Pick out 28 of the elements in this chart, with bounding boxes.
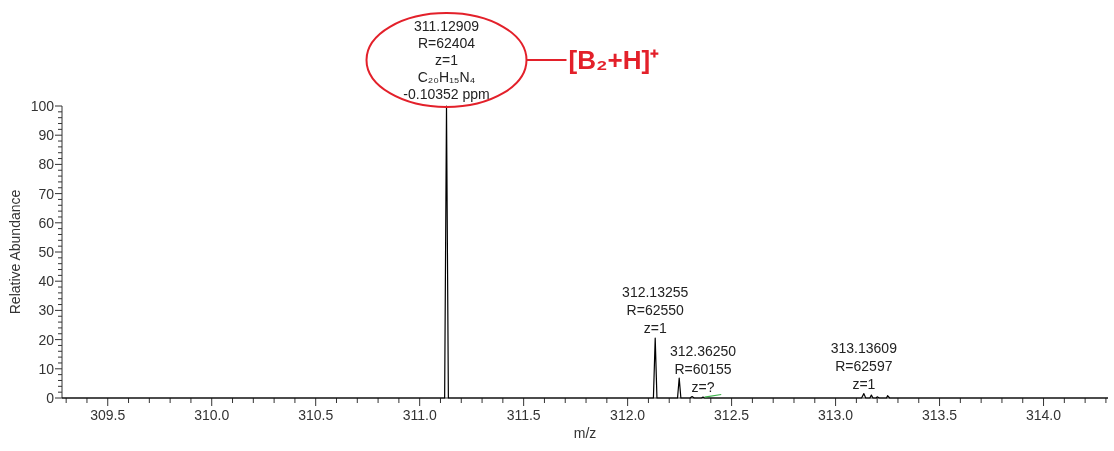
y-tick-label: 100 bbox=[30, 98, 55, 114]
annotation: 313.13609 R=62597 z=1 bbox=[830, 339, 898, 392]
x-tick-label: 310.0 bbox=[194, 407, 230, 423]
y-tick-label: 40 bbox=[38, 273, 55, 290]
x-axis-title: m/z bbox=[573, 425, 597, 441]
x-tick-label: 312.5 bbox=[714, 407, 750, 423]
x-tick-label: 310.5 bbox=[298, 407, 334, 423]
x-tick-label: 309.5 bbox=[90, 407, 126, 423]
y-tick-label: 70 bbox=[38, 185, 55, 202]
text: [B₂+H]⁺ bbox=[568, 45, 660, 75]
y-tick-label: 50 bbox=[38, 244, 55, 260]
y-tick-label: 0 bbox=[46, 390, 55, 406]
x-tick-label: 313.5 bbox=[922, 407, 958, 423]
y-tick-label: 80 bbox=[38, 156, 55, 173]
y-tick-label: 10 bbox=[38, 360, 55, 377]
x-tick-label: 311.5 bbox=[506, 407, 541, 423]
y-axis-title: Relative Abundance bbox=[7, 189, 23, 315]
y-tick-label: 60 bbox=[38, 214, 55, 231]
annotation: 311.12909 R=62404 z=1 C₂₀H₁₅N₄ -0.10352 ppm bbox=[403, 18, 490, 102]
x-tick-label: 314.0 bbox=[1026, 407, 1062, 423]
annotation: 312.13255 R=62550 z=1 bbox=[622, 284, 689, 337]
y-tick-label: 30 bbox=[38, 302, 55, 319]
x-tick-label: 312.0 bbox=[610, 407, 646, 423]
x-tick-label: 311.0 bbox=[402, 407, 437, 423]
y-tick-label: 20 bbox=[38, 331, 55, 348]
y-tick-label: 90 bbox=[38, 127, 55, 144]
annotation: 312.36250 R=60155 z=? bbox=[669, 343, 737, 396]
x-tick-label: 313.0 bbox=[818, 407, 854, 423]
